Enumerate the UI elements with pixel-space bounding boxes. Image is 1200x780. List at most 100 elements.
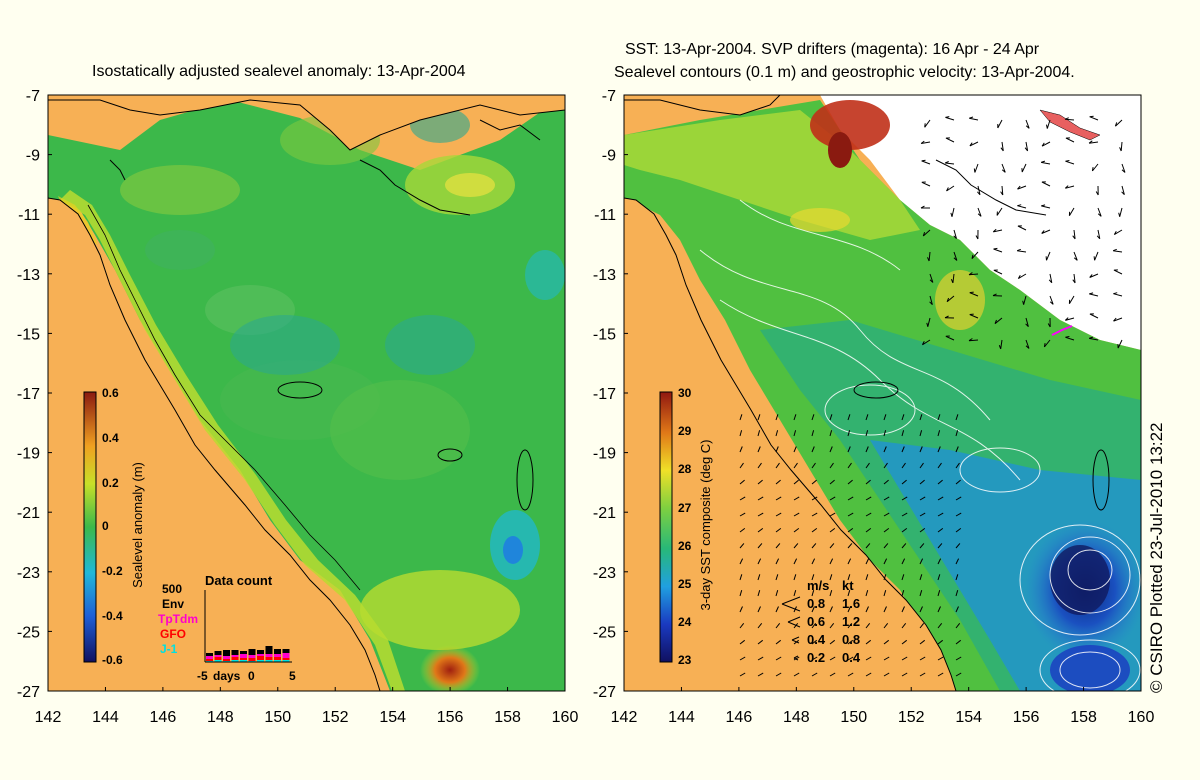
sst-tick: 25 xyxy=(678,577,692,591)
velocity-arrow xyxy=(775,606,779,613)
data-count-bar xyxy=(214,660,222,662)
velocity-arrow xyxy=(1093,251,1099,261)
velocity-arrow xyxy=(865,414,869,421)
velocity-arrow xyxy=(1064,117,1075,121)
velocity-arrow xyxy=(847,528,854,533)
velocity-arrow xyxy=(883,622,889,629)
velocity-arrow xyxy=(793,512,800,517)
velocity-arrow xyxy=(953,229,957,239)
velocity-arrow xyxy=(811,574,815,581)
velocity-arrow xyxy=(775,512,782,517)
velocity-arrow xyxy=(955,558,960,565)
data-count-bar xyxy=(257,654,264,656)
velocity-arrow xyxy=(775,590,779,597)
velocity-arrow xyxy=(955,590,959,597)
right-map xyxy=(624,95,1141,691)
velocity-arrow xyxy=(865,590,869,597)
velocity-arrow xyxy=(883,590,887,597)
velocity-arrow xyxy=(919,430,923,437)
velocity-arrow xyxy=(901,543,907,549)
velocity-arrow xyxy=(865,446,869,453)
svp-drifter-track xyxy=(1051,325,1073,336)
velocity-arrow xyxy=(739,446,743,453)
source-gfo: GFO xyxy=(160,627,186,641)
velocity-arrow xyxy=(901,496,908,501)
velocity-arrow xyxy=(829,543,835,549)
velocity-arrow xyxy=(811,672,818,677)
data-count-bar xyxy=(231,650,239,655)
velocity-arrow xyxy=(1022,295,1027,305)
velocity-arrow xyxy=(973,163,979,173)
velocity-arrow xyxy=(793,479,799,485)
data-count-bar xyxy=(274,654,281,657)
speed-kt: 1.6 xyxy=(842,596,860,611)
sst-tick: 26 xyxy=(678,539,692,553)
data-count-bar xyxy=(265,657,273,660)
left-lat-tick: -13 xyxy=(17,267,40,284)
velocity-arrow xyxy=(955,543,961,549)
geostrophic-velocity-arrows xyxy=(739,115,1126,677)
velocity-arrow xyxy=(811,656,818,661)
velocity-arrow xyxy=(1017,204,1027,209)
velocity-arrow xyxy=(793,590,797,597)
data-count-bar xyxy=(282,660,290,662)
left-lon-tick: 154 xyxy=(379,709,406,726)
velocity-arrow xyxy=(865,430,869,437)
velocity-arrow xyxy=(1113,269,1123,275)
velocity-arrow xyxy=(994,317,1003,325)
data-count-inset: Data count 500 Env TpTdm GFO J-1 -5 days… xyxy=(158,573,296,683)
velocity-arrow xyxy=(829,558,834,565)
data-count-bar xyxy=(282,658,290,660)
velocity-arrow xyxy=(1113,229,1123,236)
velocity-arrow xyxy=(919,672,926,677)
velocity-arrow xyxy=(865,574,869,581)
velocity-arrow xyxy=(1025,339,1030,349)
velocity-arrow xyxy=(920,140,931,144)
velocity-arrow xyxy=(901,479,907,485)
velocity-arrow xyxy=(883,430,887,437)
velocity-arrow xyxy=(969,141,979,147)
velocity-arrow xyxy=(757,639,764,645)
velocity-arrow xyxy=(1025,119,1030,129)
velocity-arrow xyxy=(829,590,833,597)
velocity-arrow xyxy=(1065,336,1075,341)
right-lon-tick: 144 xyxy=(668,709,695,726)
velocity-arrow xyxy=(883,543,889,549)
velocity-arrow xyxy=(919,606,923,613)
velocity-arrow xyxy=(968,338,979,342)
left-map-title: Isostatically adjusted sealevel anomaly:… xyxy=(92,63,466,80)
velocity-arrow xyxy=(971,251,979,260)
data-count-bar xyxy=(248,658,256,661)
velocity-arrow xyxy=(919,414,923,421)
velocity-arrow xyxy=(1073,251,1078,261)
velocity-arrow xyxy=(865,672,872,677)
velocity-arrow xyxy=(955,574,959,581)
velocity-arrow xyxy=(757,496,764,501)
velocity-arrow xyxy=(901,672,908,677)
velocity-arrow xyxy=(969,291,979,297)
data-count-bar xyxy=(214,651,222,655)
velocity-arrow xyxy=(993,269,1003,275)
velocity-arrow xyxy=(937,430,941,437)
velocity-arrow xyxy=(955,606,959,613)
velocity-arrow xyxy=(793,528,800,533)
velocity-arrow xyxy=(901,462,906,469)
data-count-bar xyxy=(282,653,290,658)
speed-ms: 0.8 xyxy=(807,596,825,611)
right-lon-tick: 150 xyxy=(840,709,867,726)
speed-kt: 0.4 xyxy=(842,650,861,665)
data-count-bar xyxy=(248,649,256,655)
sst-colorbar: 30 29 28 27 26 25 24 23 3-day SST compos… xyxy=(659,386,713,667)
data-count-bar xyxy=(257,656,264,660)
left-lat-tick: -17 xyxy=(17,386,40,403)
velocity-arrow xyxy=(811,606,815,613)
velocity-arrow xyxy=(1089,115,1099,121)
data-count-bar xyxy=(231,660,239,662)
speed-ms: 0.4 xyxy=(807,632,826,647)
data-count-bar xyxy=(240,651,247,654)
left-lon-tick: 160 xyxy=(552,709,579,726)
velocity-arrow xyxy=(739,512,746,517)
right-lon-tick: 152 xyxy=(898,709,925,726)
velocity-arrow xyxy=(919,496,926,501)
velocity-arrow xyxy=(757,543,763,549)
